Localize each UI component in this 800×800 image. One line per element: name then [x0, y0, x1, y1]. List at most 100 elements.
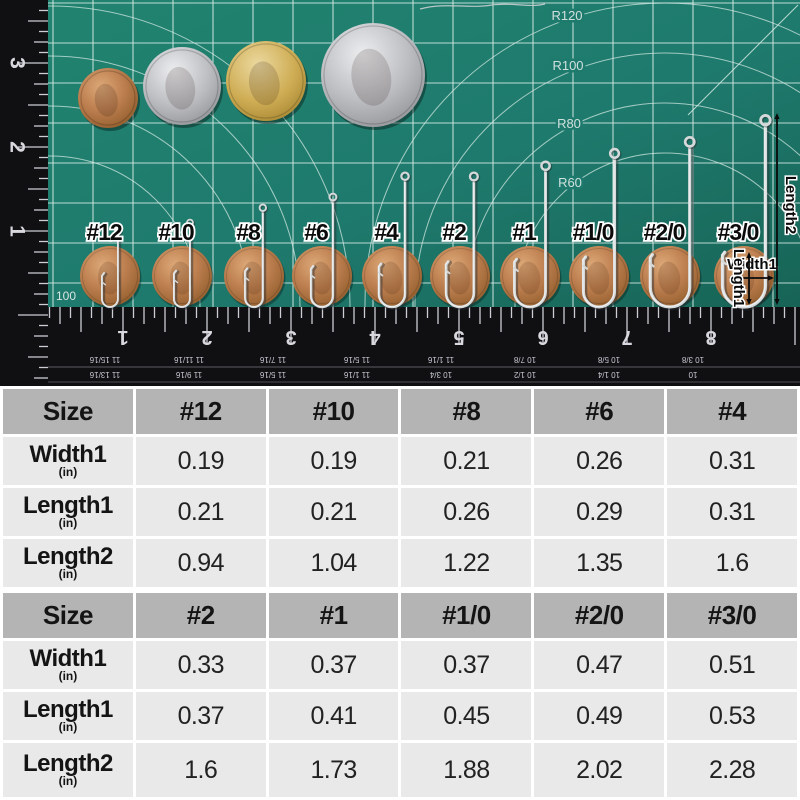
value-cell: 0.26: [401, 488, 532, 536]
hook-size-label: #4: [374, 219, 399, 245]
hook-eye: [258, 203, 268, 212]
width1-arrowhead: [729, 275, 735, 281]
row-label-cell: Length2 (in): [3, 743, 133, 797]
left-ruler: 3 2 1: [0, 0, 48, 386]
row-label-cell: Length1 (in): [3, 488, 133, 536]
length1-label: Length1: [730, 249, 747, 307]
header-cell: #4: [667, 389, 797, 434]
penny-bust: [658, 261, 681, 295]
size-table-small: Size #12 #10 #8 #6 #4 Width1 (in) 0.19 0…: [0, 386, 800, 590]
ruler-fraction-label: 11 1/16: [343, 370, 370, 379]
bottom-ruler-number: 4: [369, 326, 381, 348]
ruler-fraction-label: 10 1/4: [597, 370, 620, 379]
value-cell: 0.45: [401, 692, 532, 740]
header-cell: #2/0: [534, 593, 665, 638]
bottom-ruler: 1 2 3 4 5 6 7 8 11 15/16 11 11/16 11 7/16 11 5/16 11…: [0, 307, 800, 386]
hook-eye: [114, 227, 122, 235]
table-row: Width1 (in) 0.33 0.37 0.37 0.47 0.51: [3, 641, 797, 689]
ruler-fraction-label: 11 1/16: [427, 355, 454, 364]
header-cell: #3/0: [667, 593, 797, 638]
row-label-cell: Length2 (in): [3, 539, 133, 587]
penny-rim: [154, 248, 210, 304]
radius-arc: [48, 155, 201, 307]
penny-rim: [364, 248, 420, 304]
header-cell: #6: [534, 389, 665, 434]
dollar-coin: [226, 41, 306, 121]
hook-barb: [101, 281, 107, 286]
penny-rim: [432, 248, 488, 304]
hook-highlight: [649, 145, 690, 308]
dollar-coin-coin: [226, 41, 308, 124]
ruler-fraction-label: 10 5/8: [597, 355, 620, 364]
length2-arrowhead: [774, 113, 780, 119]
row-label-cell: Width1 (in): [3, 641, 133, 689]
half-dollar-bust: [351, 48, 392, 106]
width1-label: Width1: [727, 256, 777, 273]
value-cell: 0.33: [135, 641, 266, 689]
header-cell: #2: [135, 593, 266, 638]
bottom-ruler-number: 6: [537, 326, 548, 348]
ruler-fraction-label: 10 3/8: [681, 355, 704, 364]
penny-bust: [587, 261, 610, 295]
value-cell: 0.47: [534, 641, 665, 689]
length1-arrowhead: [746, 299, 752, 305]
length2-label: Length2: [782, 176, 799, 234]
row-label: Length1: [23, 696, 113, 724]
penny: [714, 246, 774, 306]
hook-highlight: [445, 179, 474, 307]
hook-on-penny: #4: [362, 171, 424, 311]
value-cell: 0.29: [534, 488, 665, 536]
value-cell: 1.6: [667, 539, 797, 587]
penny: [78, 68, 138, 128]
penny: [152, 246, 212, 306]
ruler-fraction-label: 10 7/8: [513, 355, 536, 364]
header-cell: Size: [3, 389, 133, 434]
hook-highlight: [582, 156, 615, 308]
table-header-row: Size #12 #10 #8 #6 #4: [3, 389, 797, 434]
fishing-hook: [101, 232, 119, 308]
left-ruler-number: 1: [5, 225, 28, 237]
hook-size-label: #2: [442, 219, 466, 245]
value-cell: 0.31: [667, 437, 797, 485]
hook-size-label: #6: [304, 219, 328, 245]
quarter: [143, 47, 221, 125]
hook-highlight: [721, 124, 766, 308]
row-label: Length2: [23, 750, 113, 778]
width1-arrowhead: [768, 275, 774, 281]
value-cell: 1.88: [401, 743, 532, 797]
quarter-rim: [145, 49, 219, 123]
ruler-fraction-label: 11 7/16: [259, 355, 286, 364]
row-unit: (in): [58, 567, 78, 581]
left-ruler-number: 3: [5, 57, 28, 69]
header-cell: #10: [268, 389, 399, 434]
row-unit: (in): [58, 720, 78, 734]
size-table-large: Size #2 #1 #1/0 #2/0 #3/0 Width1 (in) 0.…: [0, 590, 800, 800]
penny-rim: [716, 248, 772, 304]
hook-eye: [608, 147, 621, 160]
value-cell: 0.19: [268, 437, 399, 485]
value-cell: 1.35: [534, 539, 665, 587]
hook-on-penny: #2/0: [640, 135, 702, 311]
penny-rim: [642, 248, 698, 304]
hook-eye: [400, 171, 410, 182]
value-cell: 2.28: [667, 743, 797, 797]
penny-rim: [502, 248, 558, 304]
quarter-bust: [165, 66, 196, 110]
value-cell: 1.22: [401, 539, 532, 587]
hook-eye: [468, 171, 479, 182]
value-cell: 0.31: [667, 488, 797, 536]
header-cell: #8: [401, 389, 532, 434]
row-unit: (in): [58, 774, 78, 788]
hook-highlight: [513, 169, 546, 308]
penny-bust: [98, 261, 121, 295]
value-cell: 1.73: [268, 743, 399, 797]
hook-size-label: #3/0: [718, 219, 759, 245]
hook-highlight: [173, 224, 190, 307]
header-cell: #12: [135, 389, 266, 434]
value-cell: 1.04: [268, 539, 399, 587]
penny-rim: [80, 70, 136, 126]
penny: [640, 246, 700, 306]
mat-radius-label: R80: [557, 116, 581, 131]
penny: [224, 246, 284, 306]
row-label-cell: Width1 (in): [3, 437, 133, 485]
